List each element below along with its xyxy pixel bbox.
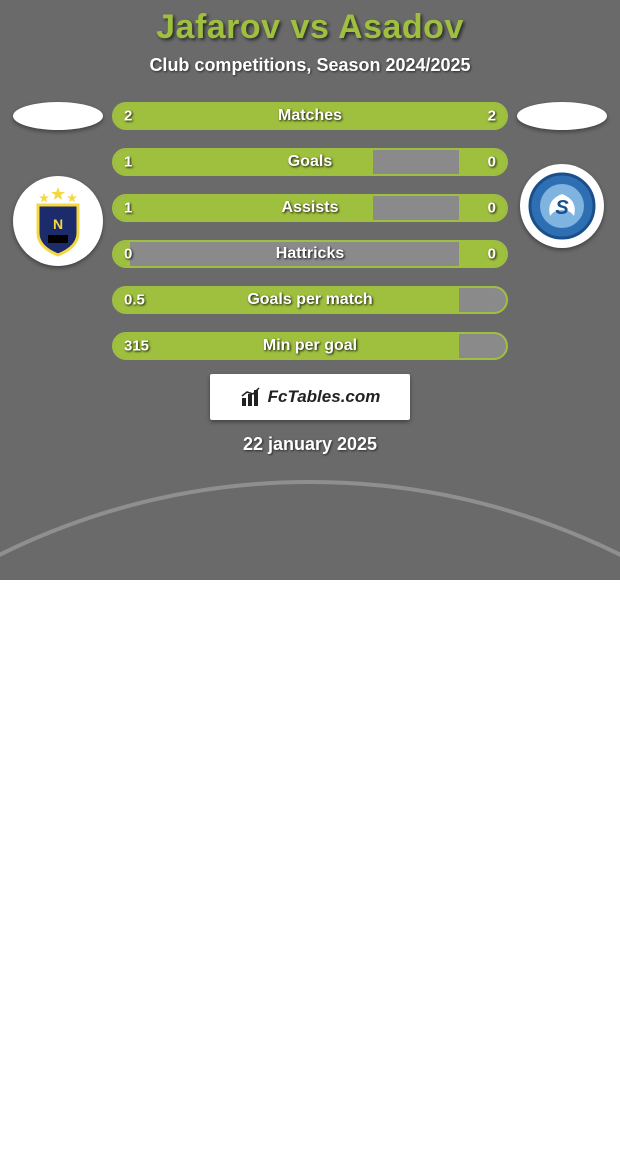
content-wrapper: Jafarov vs Asadov Club competitions, Sea… [0,0,620,580]
stat-label: Goals [288,153,332,171]
stat-bar: 0.5 Goals per match [112,286,508,314]
stat-val-left: 2 [124,108,132,125]
stat-val-left: 0 [124,246,132,263]
player-right-column: S [512,102,612,248]
date-label: 22 january 2025 [0,434,620,455]
stat-bars: 2 2 Matches 1 0 Goals 1 0 Assists 0 0 Hattricks 0.5 G… [108,102,512,360]
stat-bar: 1 0 Goals [112,148,508,176]
stat-val-right: 0 [488,154,496,171]
stat-val-left: 0.5 [124,292,145,309]
stat-label: Hattricks [276,245,344,263]
stat-bar-right-fill [459,150,506,174]
stat-val-right: 0 [488,246,496,263]
page-subtitle: Club competitions, Season 2024/2025 [0,55,620,76]
player-left-column: N [8,102,108,266]
player-left-crest: N [13,176,103,266]
stat-val-right: 0 [488,200,496,217]
stat-bar: 0 0 Hattricks [112,240,508,268]
crest-left-icon: N [22,185,94,257]
player-left-photo-placeholder [13,102,103,130]
svg-text:N: N [53,216,63,232]
stat-bar: 1 0 Assists [112,194,508,222]
stat-bar: 315 Min per goal [112,332,508,360]
stat-bar-left-fill [114,150,373,174]
stat-bar: 2 2 Matches [112,102,508,130]
player-right-crest: S [520,164,604,248]
decorative-arc-bottom [0,480,620,1160]
brand-label: FcTables.com [268,387,381,407]
stat-bar-right-fill [459,242,506,266]
stat-label: Min per goal [263,337,357,355]
stat-val-left: 1 [124,154,132,171]
stat-bar-right-fill [459,196,506,220]
stat-val-left: 1 [124,200,132,217]
player-right-photo-placeholder [517,102,607,130]
brand-box[interactable]: FcTables.com [210,374,410,420]
stat-label: Goals per match [247,291,372,309]
main-row: N 2 2 Matches 1 0 Goals 1 0 Assists 0 0 Hattricks 0.… [0,102,620,360]
stat-val-right: 2 [488,108,496,125]
stat-val-left: 315 [124,338,149,355]
svg-text:S: S [555,197,569,219]
stat-label: Assists [282,199,339,217]
brand-chart-icon [240,386,262,408]
stat-label: Matches [278,107,342,125]
page-title: Jafarov vs Asadov [0,8,620,47]
crest-right-icon: S [526,170,598,242]
